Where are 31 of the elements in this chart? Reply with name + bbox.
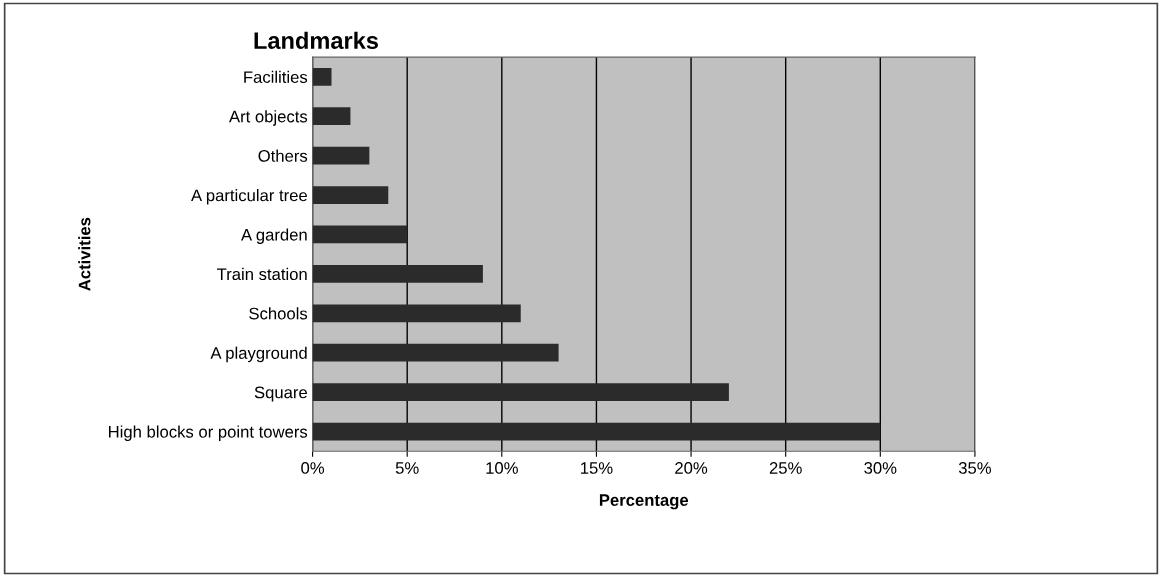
x-tick-label: 0%: [301, 462, 325, 474]
x-tick-label: 20%: [675, 462, 708, 474]
x-axis-title: Percentage: [599, 494, 689, 510]
y-tick-label: A playground: [210, 346, 307, 363]
x-tick-label: 5%: [395, 462, 419, 474]
x-tick-label: 10%: [486, 462, 518, 474]
x-tick-label: 35%: [958, 462, 991, 474]
bar: [312, 186, 389, 204]
bar: [312, 225, 408, 244]
y-tick-label: Facilities: [244, 70, 308, 84]
y-tick-label: A particular tree: [191, 189, 307, 205]
y-axis-title: Activities: [78, 217, 91, 291]
bar: [312, 146, 370, 165]
bar: [312, 107, 351, 126]
x-tick-label: 30%: [864, 462, 897, 474]
x-tick-label: 25%: [769, 462, 802, 474]
bar: [312, 67, 332, 86]
y-tick-label: Others: [258, 149, 308, 162]
y-tick-label: A garden: [241, 228, 307, 244]
bar: [312, 265, 483, 283]
y-tick-label: Schools: [249, 307, 308, 320]
y-tick-label: Square: [254, 386, 307, 402]
chart-title: Landmarks: [254, 31, 378, 50]
bar: [312, 343, 559, 362]
y-tick-label: Art objects: [229, 110, 308, 126]
y-tick-label: Train station: [217, 267, 307, 281]
bar: [312, 422, 881, 441]
bar: [312, 304, 521, 323]
y-tick-label: High blocks or point towers: [109, 425, 308, 442]
x-tick-label: 15%: [581, 462, 613, 474]
bar: [312, 383, 729, 401]
